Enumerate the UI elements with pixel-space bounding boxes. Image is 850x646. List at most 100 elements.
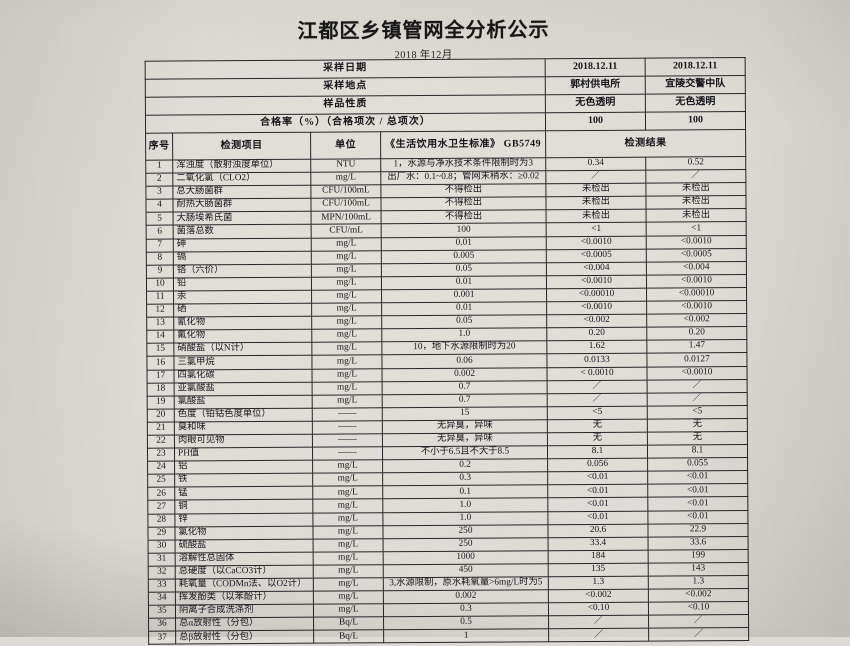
row-result-col2: <0.0010	[646, 300, 747, 315]
row-result-col2: <0.002	[648, 588, 749, 603]
row-standard: 0.01	[381, 236, 547, 251]
row-result-col1: 1.3	[548, 576, 649, 590]
row-index: 17	[147, 369, 175, 383]
row-result-col2: <1	[646, 222, 747, 236]
row-result-col2: 无	[647, 418, 748, 433]
row-index: 24	[147, 461, 175, 475]
row-unit: ——	[312, 407, 383, 422]
row-unit: mg/L	[312, 459, 383, 474]
row-index: 5	[146, 212, 174, 226]
meta-value-col2: 2018.12.11	[645, 57, 746, 77]
row-index: 30	[148, 539, 176, 554]
row-standard: 0.5	[383, 616, 549, 631]
row-result-col1: <1	[546, 222, 647, 237]
row-index: 36	[148, 618, 176, 632]
row-index: 10	[146, 277, 174, 292]
row-unit: CFU/100mL	[310, 198, 382, 212]
row-index: 3	[145, 186, 173, 200]
row-unit: NTU	[310, 158, 381, 173]
row-result-col2: 0.20	[646, 326, 747, 341]
row-result-col2: 0.52	[645, 156, 746, 171]
row-unit: mg/L	[313, 564, 384, 579]
row-item-name: 二氧化氯（CLO2）	[172, 172, 311, 187]
row-result-col2: <0.002	[646, 313, 747, 328]
row-index: 12	[146, 304, 174, 318]
row-unit: mg/L	[312, 486, 383, 500]
row-item-name: 溶解性总固体	[175, 552, 314, 566]
row-standard: 0.05	[381, 262, 547, 277]
row-result-col2: 未检出	[646, 208, 747, 223]
row-result-col1: 8.1	[547, 445, 648, 459]
row-result-col2: 199	[648, 549, 749, 564]
row-standard: 100	[381, 223, 547, 238]
row-result-col1: 1.62	[546, 340, 647, 355]
row-standard: 无异臭，异味	[382, 432, 548, 447]
row-standard: 不小于6.5且不大于8.5	[382, 445, 548, 460]
row-result-col2: 143	[648, 562, 749, 577]
row-item-name: 耗氧量（CODMn法、以O2计）	[175, 578, 314, 593]
row-item-name: 铁	[174, 473, 313, 488]
row-result-col2: <0.01	[647, 483, 748, 498]
row-index: 28	[147, 513, 175, 527]
row-index: 2	[145, 173, 173, 187]
row-standard: 0.3	[383, 602, 549, 618]
row-result-col1: 184	[548, 549, 649, 564]
row-index: 32	[148, 565, 176, 580]
row-unit: mg/L	[313, 603, 384, 618]
row-standard: 250	[382, 524, 549, 539]
row-index: 37	[148, 631, 176, 645]
row-result-col1: 无	[547, 419, 648, 433]
meta-value-col2: 无色透明	[645, 93, 746, 113]
row-result-col1: 未检出	[546, 209, 647, 224]
row-unit: mg/L	[311, 355, 382, 369]
row-index: 21	[147, 421, 175, 436]
row-result-col1: ／	[548, 628, 649, 643]
row-result-col2: 8.1	[647, 444, 748, 459]
row-unit: mg/L	[311, 315, 382, 330]
row-index: 33	[148, 579, 176, 593]
row-unit: mg/L	[311, 237, 382, 251]
row-item-name: 四氯化碳	[174, 368, 313, 383]
row-item-name: 硒	[173, 303, 312, 318]
row-item-name: 氯酸盐	[174, 394, 313, 409]
row-unit: mg/L	[312, 499, 383, 513]
row-result-col1: <0.002	[546, 314, 647, 328]
row-item-name: 菌落总数	[173, 224, 312, 239]
row-result-col2: <0.00010	[646, 287, 747, 302]
row-standard: 1.0	[382, 511, 548, 526]
row-unit: mg/L	[310, 171, 381, 186]
row-result-col1: ／	[547, 392, 648, 407]
row-standard: 15	[382, 406, 548, 421]
row-unit: mg/L	[312, 473, 383, 487]
row-result-col1: <0.01	[547, 497, 648, 512]
row-index: 9	[146, 264, 174, 279]
row-result-col1: 未检出	[545, 196, 647, 211]
row-standard: 出厂水：0.1~0.8；管网末稍水：≥0.02	[380, 170, 546, 185]
row-standard: 1，水源与净水技术条件限制时为3	[380, 157, 546, 172]
row-index: 6	[146, 225, 174, 239]
row-standard: 不得检出	[380, 197, 547, 212]
row-result-col2: 未检出	[645, 195, 747, 210]
row-item-name: 铅	[173, 277, 312, 291]
row-result-col1: <0.10	[548, 602, 649, 617]
row-standard: 1000	[383, 550, 549, 565]
row-result-col1: 0.056	[547, 458, 648, 473]
row-standard: 1.0	[381, 327, 547, 343]
row-standard: 450	[383, 563, 549, 578]
col-header-unit: 单位	[310, 131, 381, 160]
row-standard: 0.01	[381, 275, 547, 290]
row-unit: mg/L	[311, 328, 382, 343]
row-result-col1: ／	[545, 170, 646, 184]
row-result-col1: <0.0010	[546, 235, 647, 250]
row-unit: mg/L	[311, 250, 382, 264]
row-unit: mg/L	[311, 342, 382, 356]
row-unit: CFU/100mL	[310, 184, 381, 199]
row-standard: 0.7	[382, 393, 548, 408]
row-item-name: 耐热大肠菌群	[172, 198, 312, 213]
row-index: 1	[145, 160, 173, 174]
row-item-name: 硫酸盐	[175, 538, 314, 553]
row-index: 14	[146, 330, 174, 344]
row-unit: mg/L	[311, 263, 382, 278]
row-standard: 0.005	[381, 249, 547, 264]
